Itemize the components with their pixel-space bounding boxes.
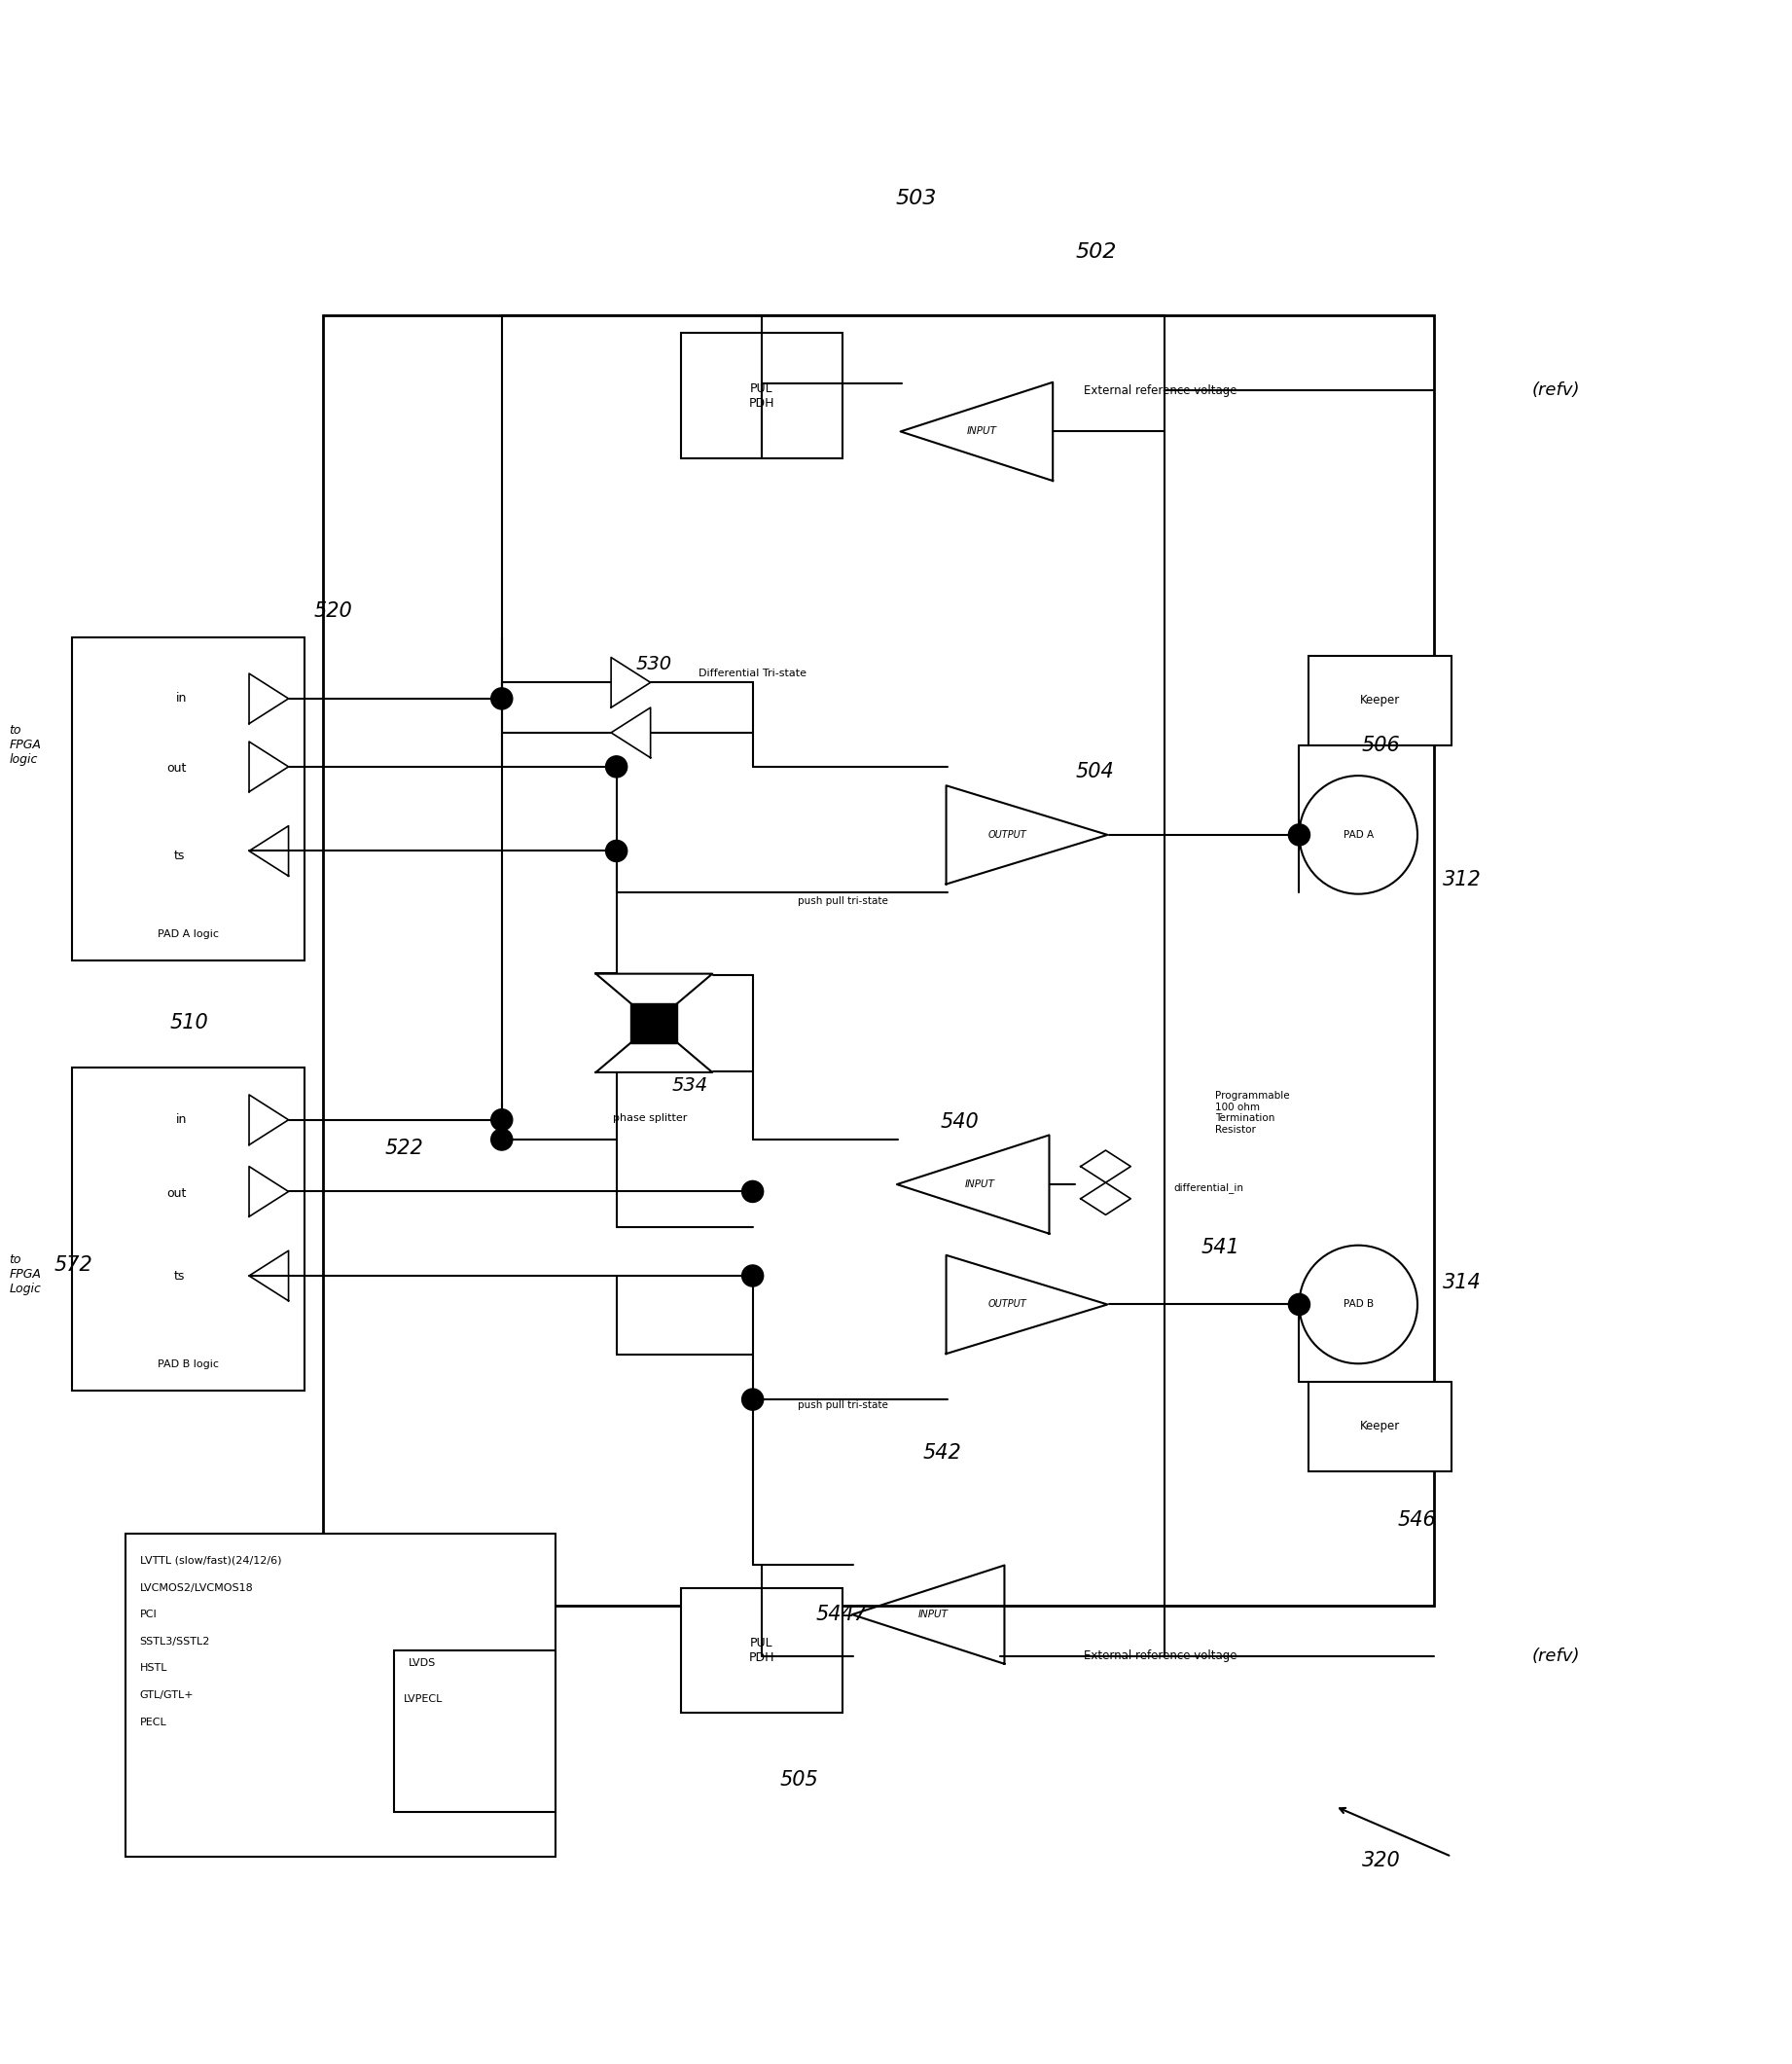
Text: 542: 542 xyxy=(923,1443,962,1463)
Text: (refv): (refv) xyxy=(1532,382,1581,398)
Text: in: in xyxy=(176,1112,186,1127)
Text: 504: 504 xyxy=(1075,762,1115,782)
Text: 546: 546 xyxy=(1398,1511,1437,1529)
Text: to
FPGA
logic: to FPGA logic xyxy=(9,724,41,766)
Circle shape xyxy=(606,755,627,778)
Text: Keeper: Keeper xyxy=(1360,694,1400,706)
Text: push pull tri-state: push pull tri-state xyxy=(797,896,887,906)
Bar xyxy=(72,1067,305,1391)
Text: 510: 510 xyxy=(170,1013,210,1032)
Bar xyxy=(72,638,305,960)
Text: PAD B logic: PAD B logic xyxy=(158,1360,219,1368)
Bar xyxy=(125,1534,556,1856)
Text: 572: 572 xyxy=(54,1255,93,1276)
Text: 534: 534 xyxy=(672,1077,708,1096)
Text: INPUT: INPUT xyxy=(968,427,996,436)
Text: SSTL3/SSTL2: SSTL3/SSTL2 xyxy=(140,1637,210,1647)
Text: 530: 530 xyxy=(636,654,672,673)
Circle shape xyxy=(1288,1294,1310,1315)
Text: External reference voltage: External reference voltage xyxy=(1084,384,1238,396)
Text: Keeper: Keeper xyxy=(1360,1420,1400,1432)
Text: 503: 503 xyxy=(896,188,937,208)
Circle shape xyxy=(1288,824,1310,846)
Text: 320: 320 xyxy=(1362,1851,1401,1870)
Text: INPUT: INPUT xyxy=(966,1179,995,1189)
Text: out: out xyxy=(167,762,186,774)
Text: LVCMOS2/LVCMOS18: LVCMOS2/LVCMOS18 xyxy=(140,1583,253,1593)
Text: HSTL: HSTL xyxy=(140,1664,167,1674)
Text: 506: 506 xyxy=(1362,735,1401,755)
Text: 541: 541 xyxy=(1201,1238,1240,1257)
Text: ts: ts xyxy=(174,1269,185,1282)
Text: Programmable
100 ohm
Termination
Resistor: Programmable 100 ohm Termination Resisto… xyxy=(1215,1092,1290,1135)
Circle shape xyxy=(491,1129,513,1150)
Text: PAD B: PAD B xyxy=(1344,1300,1373,1309)
Text: LVTTL (slow/fast)(24/12/6): LVTTL (slow/fast)(24/12/6) xyxy=(140,1556,281,1567)
Text: ts: ts xyxy=(174,850,185,863)
Text: OUTPUT: OUTPUT xyxy=(987,830,1027,840)
Text: GTL/GTL+: GTL/GTL+ xyxy=(140,1690,194,1701)
Bar xyxy=(681,332,842,458)
Text: 5447: 5447 xyxy=(815,1606,867,1624)
Circle shape xyxy=(742,1389,763,1410)
Text: 502: 502 xyxy=(1075,244,1116,262)
Text: External reference voltage: External reference voltage xyxy=(1084,1649,1238,1662)
Text: PCI: PCI xyxy=(140,1610,158,1620)
Circle shape xyxy=(742,1265,763,1286)
Text: Differential Tri-state: Differential Tri-state xyxy=(699,669,806,679)
Text: 314: 314 xyxy=(1443,1273,1482,1292)
Text: PAD A: PAD A xyxy=(1344,830,1373,840)
Text: PUL
PDH: PUL PDH xyxy=(749,382,774,409)
Text: OUTPUT: OUTPUT xyxy=(987,1300,1027,1309)
Text: 505: 505 xyxy=(780,1769,819,1789)
Text: LVDS: LVDS xyxy=(409,1657,435,1668)
Text: PAD A logic: PAD A logic xyxy=(158,929,219,939)
Text: out: out xyxy=(167,1187,186,1199)
Circle shape xyxy=(491,687,513,710)
Text: 540: 540 xyxy=(941,1112,980,1131)
Circle shape xyxy=(742,1181,763,1203)
Text: to
FPGA
Logic: to FPGA Logic xyxy=(9,1253,41,1294)
Bar xyxy=(681,1587,842,1713)
Text: differential_in: differential_in xyxy=(1174,1183,1244,1193)
Text: 312: 312 xyxy=(1443,869,1482,890)
Text: PUL
PDH: PUL PDH xyxy=(749,1637,774,1664)
Bar xyxy=(1308,656,1452,745)
Text: phase splitter: phase splitter xyxy=(613,1112,686,1123)
Text: 522: 522 xyxy=(385,1139,425,1158)
Text: INPUT: INPUT xyxy=(919,1610,948,1620)
Circle shape xyxy=(606,840,627,861)
Text: LVPECL: LVPECL xyxy=(403,1695,443,1703)
Text: (refv): (refv) xyxy=(1532,1647,1581,1664)
Text: push pull tri-state: push pull tri-state xyxy=(797,1399,887,1410)
Circle shape xyxy=(491,1108,513,1131)
Bar xyxy=(394,1651,556,1812)
Bar xyxy=(631,1003,677,1042)
Text: 520: 520 xyxy=(314,601,353,621)
Text: PECL: PECL xyxy=(140,1717,167,1728)
Bar xyxy=(323,316,1434,1606)
Bar xyxy=(1308,1381,1452,1472)
Text: in: in xyxy=(176,691,186,706)
